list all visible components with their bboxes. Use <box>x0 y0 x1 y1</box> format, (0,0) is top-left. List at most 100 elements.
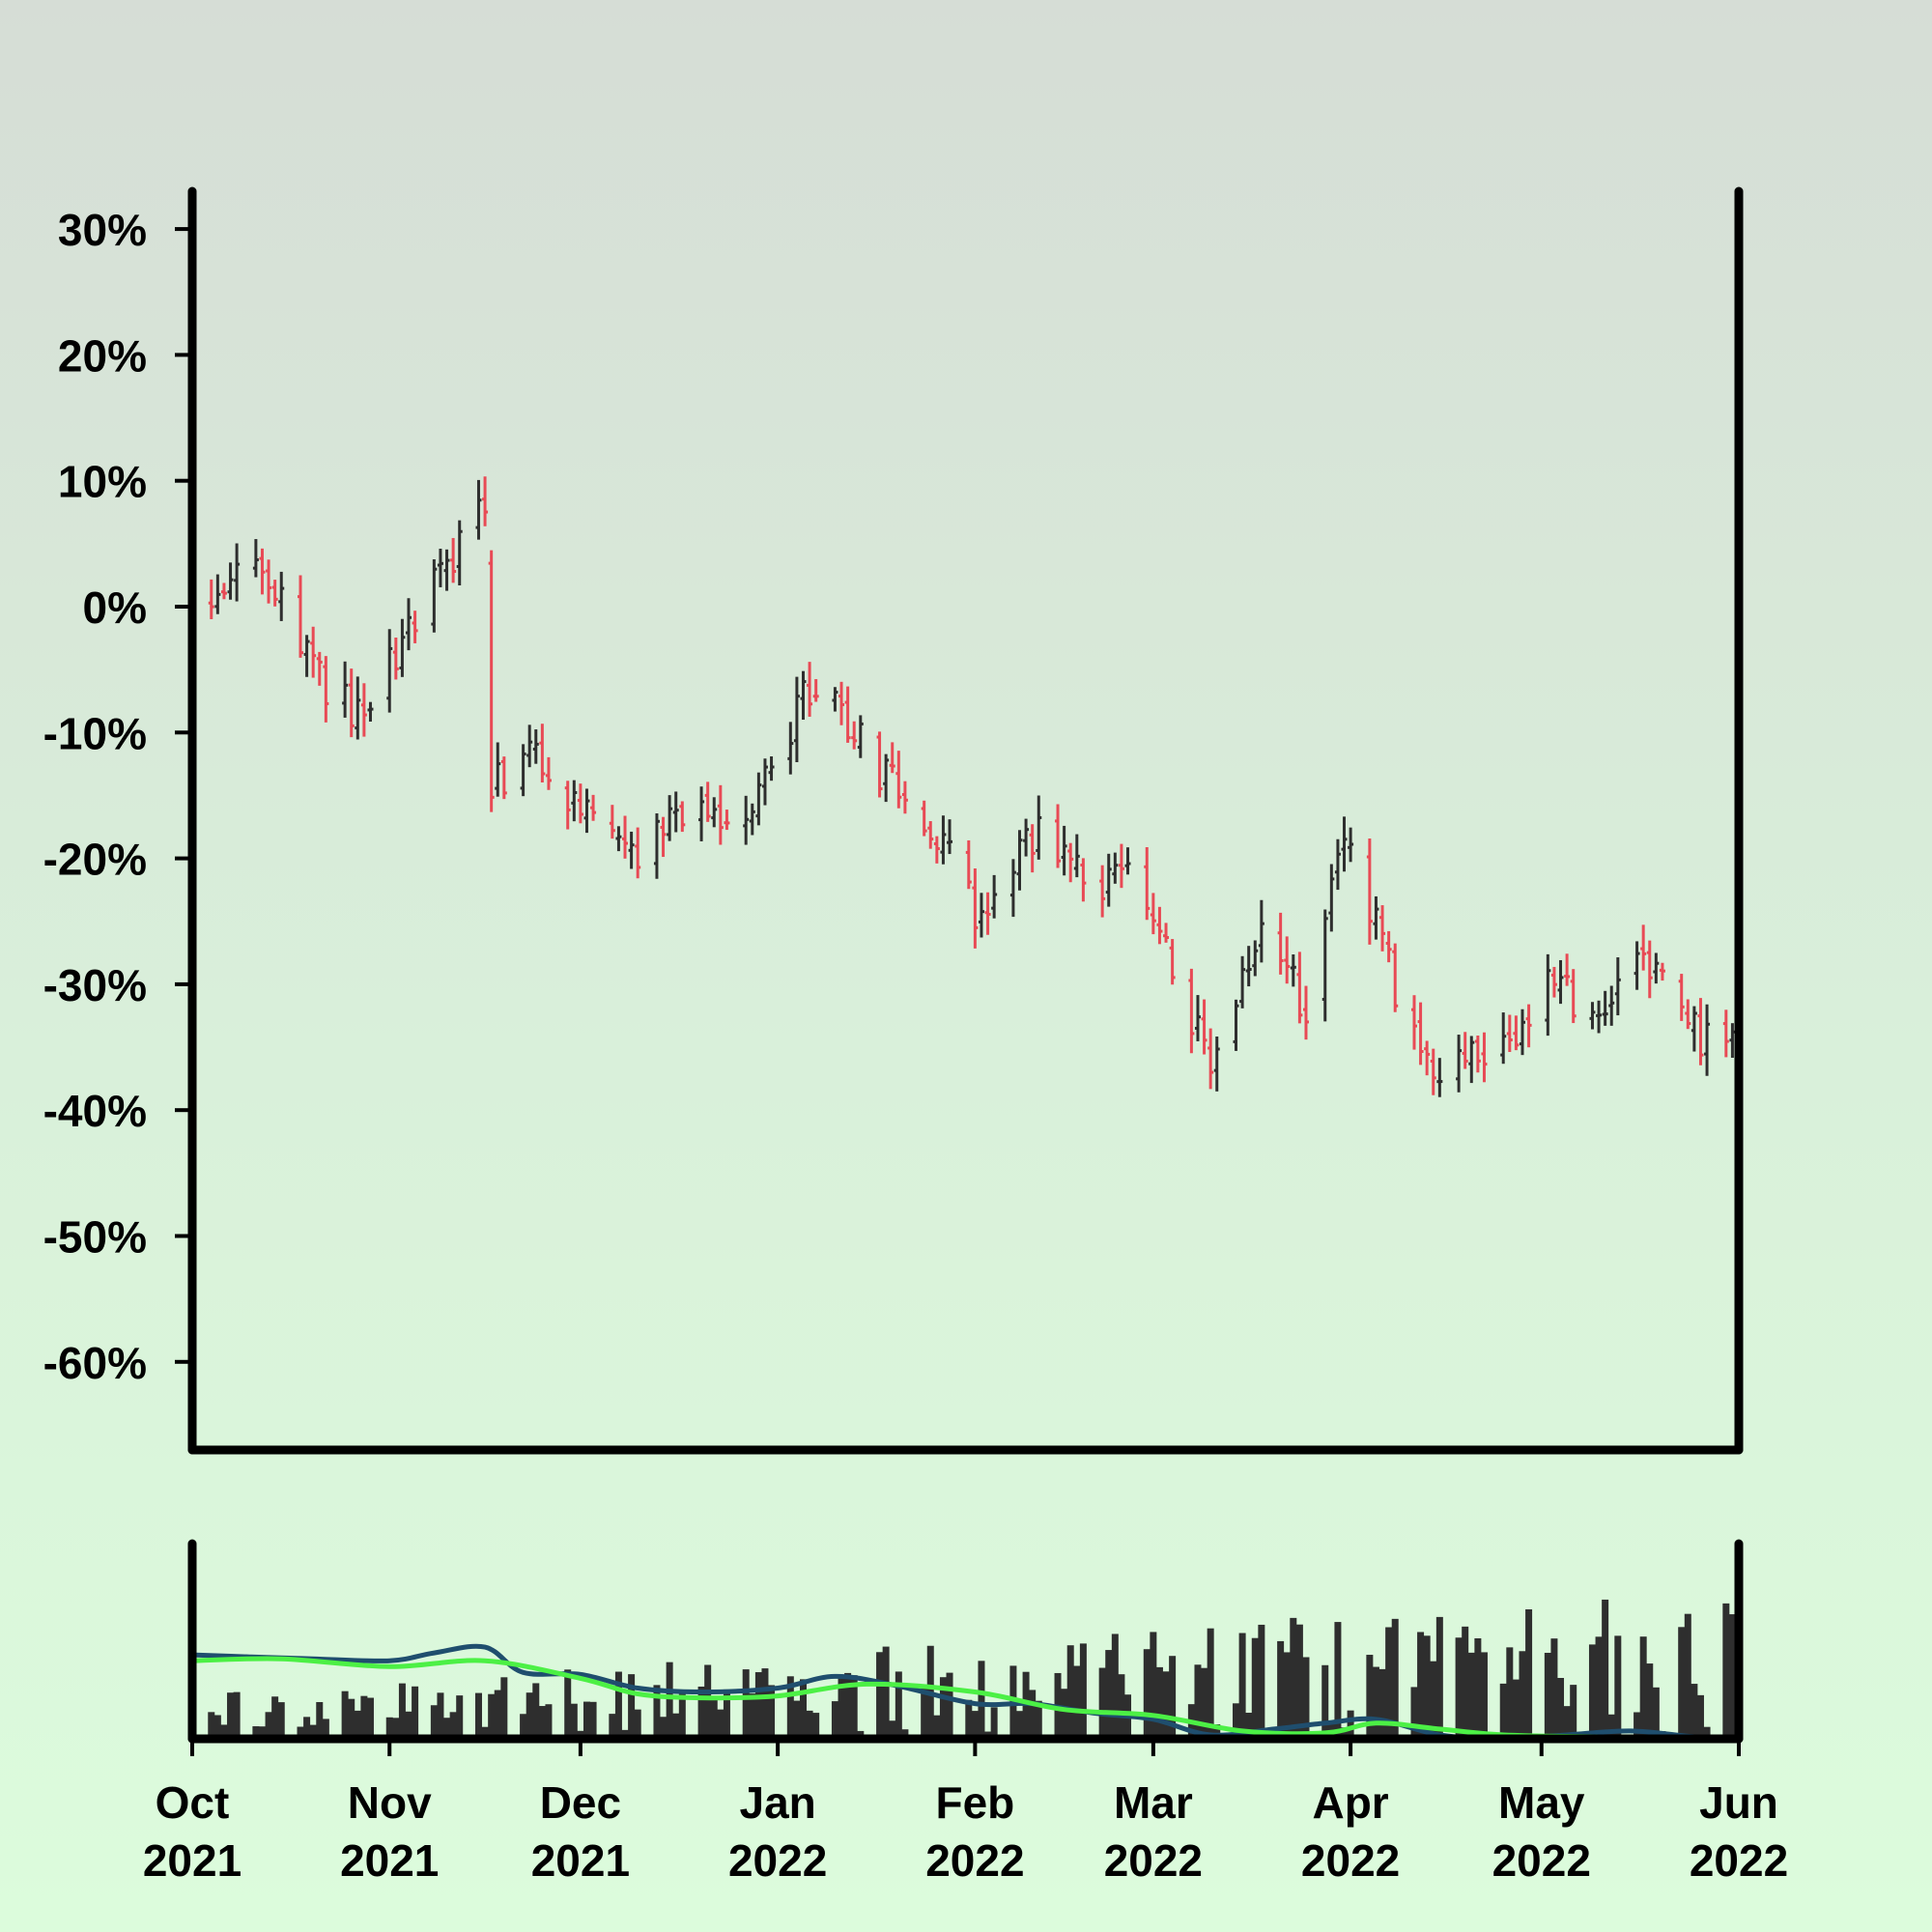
ohlc-bar <box>583 788 590 834</box>
volume-bar <box>1366 1655 1374 1739</box>
volume-bar <box>1162 1671 1170 1739</box>
ohlc-bar <box>1525 1004 1532 1048</box>
ohlc-bar <box>482 476 489 526</box>
volume-bar <box>882 1646 890 1739</box>
ohlc-bar <box>1506 1014 1513 1053</box>
ohlc-bar <box>1646 940 1653 999</box>
ohlc-bar <box>1456 1035 1463 1093</box>
ohlc-bar <box>1430 1048 1436 1095</box>
ohlc-bar <box>1519 1009 1525 1056</box>
volume-bar <box>1462 1626 1469 1739</box>
ohlc-bar <box>456 520 463 586</box>
volume-bar <box>749 1693 756 1739</box>
ohlc-bar <box>1188 968 1195 1054</box>
x-tick-label-month: Jun <box>1699 1777 1778 1828</box>
volume-bar <box>1430 1661 1437 1739</box>
volume-bar <box>398 1683 406 1739</box>
volume-bar <box>1079 1643 1087 1739</box>
ohlc-bar <box>1252 940 1259 977</box>
ohlc-bar <box>724 810 730 831</box>
ohlc-bar <box>323 656 329 723</box>
ohlc-bar <box>1067 842 1074 883</box>
volume-bar <box>430 1705 438 1739</box>
ohlc-bar <box>392 637 399 680</box>
volume-bar <box>990 1707 998 1739</box>
ohlc-bar <box>1685 999 1691 1030</box>
ohlc-bar <box>1099 865 1106 918</box>
ohlc-bar <box>488 550 495 812</box>
ohlc-bar <box>1659 962 1665 981</box>
ohlc-bar <box>940 815 947 865</box>
ohlc-bar <box>1500 1012 1507 1065</box>
ohlc-bar <box>545 756 552 790</box>
ohlc-bar <box>234 543 241 602</box>
y-tick-label: -60% <box>43 1338 147 1388</box>
ohlc-bar <box>355 676 361 740</box>
ohlc-bar <box>1233 999 1239 1051</box>
ohlc-bar <box>1678 974 1685 1021</box>
volume-bar <box>385 1717 393 1739</box>
x-tick-label-year: 2022 <box>925 1835 1024 1886</box>
ohlc-bar <box>1348 827 1354 863</box>
volume-bars <box>188 1599 1736 1739</box>
ohlc-bar <box>768 756 775 781</box>
x-tick-label-year: 2021 <box>143 1835 242 1886</box>
ohlc-bar <box>807 662 813 717</box>
ohlc-bar <box>475 479 482 540</box>
volume-bar <box>481 1726 489 1739</box>
ohlc-bar <box>1016 830 1023 891</box>
volume-bar <box>1728 1614 1736 1739</box>
volume-bar <box>1098 1667 1106 1739</box>
y-tick-label: 30% <box>58 205 147 255</box>
volume-bar <box>1506 1647 1514 1739</box>
volume-bar <box>1283 1652 1291 1739</box>
ohlc-bar <box>1073 834 1080 878</box>
volume-bar <box>500 1677 508 1739</box>
volume-bar <box>1570 1685 1577 1739</box>
ohlc-bar <box>437 549 443 587</box>
volume-bar <box>614 1671 622 1739</box>
ohlc-bar <box>214 574 221 614</box>
volume-bar <box>1435 1616 1443 1739</box>
ohlc-bar <box>259 548 266 595</box>
ohlc-bar <box>889 742 895 774</box>
ohlc-bar <box>1208 1028 1214 1090</box>
ohlc-bar <box>653 813 660 879</box>
ohlc-bar <box>1055 804 1062 868</box>
volume-bar <box>360 1695 368 1739</box>
volume-bar <box>545 1704 553 1739</box>
volume-bar <box>258 1726 266 1739</box>
volume-bar <box>1061 1689 1068 1739</box>
volume-bar <box>265 1712 272 1739</box>
volume-bar <box>1563 1706 1571 1739</box>
volume-bar <box>1378 1668 1386 1739</box>
ohlc-bar <box>571 780 578 822</box>
volume-bar <box>850 1675 858 1739</box>
volume-bar <box>1391 1618 1399 1739</box>
ohlc-bar <box>1009 859 1016 918</box>
volume-bar <box>1696 1694 1704 1739</box>
x-tick-label-year: 2022 <box>1492 1835 1591 1886</box>
volume-bar <box>1277 1640 1285 1739</box>
volume-bar <box>812 1713 820 1739</box>
volume-bar <box>946 1672 953 1739</box>
ohlc-bar <box>743 795 750 845</box>
ohlc-bar <box>800 670 807 721</box>
volume-bar <box>488 1693 496 1739</box>
volume-bar <box>303 1717 311 1739</box>
ohlc-bar <box>1417 1002 1424 1065</box>
ohlc-bar <box>1550 966 1557 998</box>
ohlc-bar <box>1061 825 1067 876</box>
x-tick-label-month: Dec <box>540 1777 621 1828</box>
volume-bar <box>1455 1637 1463 1739</box>
volume-bar <box>322 1719 329 1739</box>
ohlc-bar <box>367 701 374 723</box>
ohlc-bar <box>310 626 317 678</box>
volume-bar <box>1111 1634 1119 1739</box>
volume-bar <box>799 1679 807 1739</box>
volume-bar <box>1602 1599 1609 1739</box>
ohlc-bar <box>1144 846 1151 921</box>
volume-bar <box>1595 1636 1603 1739</box>
ohlc-bar <box>342 661 349 718</box>
